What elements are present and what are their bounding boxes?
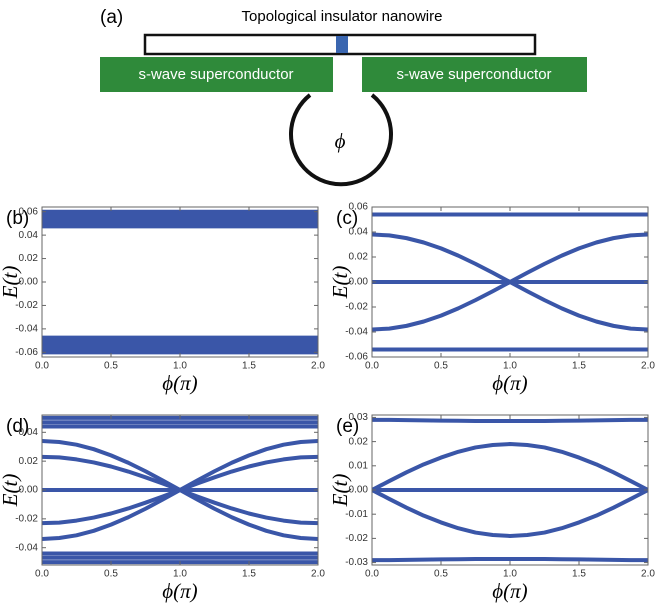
plot-area [42,415,318,565]
superconductor-label: s-wave superconductor [396,66,551,83]
x-axis-label: ϕ(π) [492,371,527,395]
x-tick-label: 2.0 [311,361,325,372]
y-tick-label: 0.00 [349,277,369,288]
y-tick-label: 0.04 [19,427,39,438]
plot-frame [41,206,319,358]
y-axis-label: E(t) [0,266,22,300]
flux-symbol: ϕ [335,129,346,153]
y-tick-label: 0.06 [349,202,369,213]
x-tick-label: 0.0 [35,569,49,580]
y-tick-label: -0.01 [345,509,368,520]
panel-label: (a) [100,7,123,28]
y-tick-label: 0.00 [19,277,39,288]
y-tick-label: -0.06 [15,347,38,358]
band-line [372,232,648,332]
y-tick-label: 0.02 [349,436,369,447]
panel-label: (b) [6,208,29,229]
y-tick-label: -0.02 [345,533,368,544]
x-tick-label: 0.0 [365,569,379,580]
panel-label: (d) [6,416,29,437]
x-tick-label: 2.0 [641,569,655,580]
y-tick-label: -0.04 [15,542,38,553]
x-tick-label: 1.5 [242,569,256,580]
y-tick-label: 0.03 [349,412,369,423]
band-line [372,488,648,538]
y-tick-label: -0.02 [15,300,38,311]
x-axis-label: ϕ(π) [162,579,197,603]
nanowire-title: Topological insulator nanowire [242,8,443,25]
y-tick-label: -0.03 [345,557,368,568]
x-tick-label: 0.5 [434,361,448,372]
superconductor-right [362,57,587,92]
y-tick-label: 0.02 [19,456,39,467]
plot-area [372,417,648,563]
y-tick-label: 0.01 [349,460,369,471]
y-tick-label: 0.04 [349,227,369,238]
band-line [372,442,648,492]
y-tick-label: 0.02 [19,253,39,264]
y-tick-label: -0.04 [345,327,368,338]
plot-area [372,212,648,352]
band-line [372,556,648,563]
x-tick-label: 1.0 [503,361,517,372]
plot-area [42,209,318,355]
x-tick-label: 1.5 [572,361,586,372]
x-tick-label: 2.0 [641,361,655,372]
x-axis-label: ϕ(π) [162,371,197,395]
y-axis-label: E(t) [328,474,352,508]
band-line [42,454,318,526]
y-tick-label: 0.00 [19,485,39,496]
junction [336,36,348,53]
y-tick-label: -0.06 [345,352,368,363]
panel-label: (c) [336,208,358,229]
y-tick-label: 0.06 [19,206,39,217]
y-axis-label: E(t) [328,266,352,300]
x-tick-label: 0.5 [104,361,118,372]
y-tick-label: -0.04 [15,324,38,335]
y-tick-label: 0.02 [349,252,369,263]
x-tick-label: 2.0 [311,569,325,580]
x-tick-label: 1.0 [173,569,187,580]
x-axis-label: ϕ(π) [492,579,527,603]
x-tick-label: 0.5 [104,569,118,580]
band-line [372,417,648,424]
y-tick-label: -0.02 [345,302,368,313]
y-tick-label: -0.02 [15,513,38,524]
x-tick-label: 0.0 [35,361,49,372]
x-tick-label: 1.0 [503,569,517,580]
x-tick-label: 0.0 [365,361,379,372]
y-tick-label: 0.00 [349,485,369,496]
y-tick-label: 0.04 [19,230,39,241]
x-tick-label: 1.0 [173,361,187,372]
x-tick-label: 1.5 [242,361,256,372]
panel-label: (e) [336,416,359,437]
y-axis-label: E(t) [0,474,22,508]
superconductor-left [100,57,333,92]
x-tick-label: 1.5 [572,569,586,580]
x-tick-label: 0.5 [434,569,448,580]
flux-loop [289,93,393,187]
superconductor-label: s-wave superconductor [138,66,293,83]
